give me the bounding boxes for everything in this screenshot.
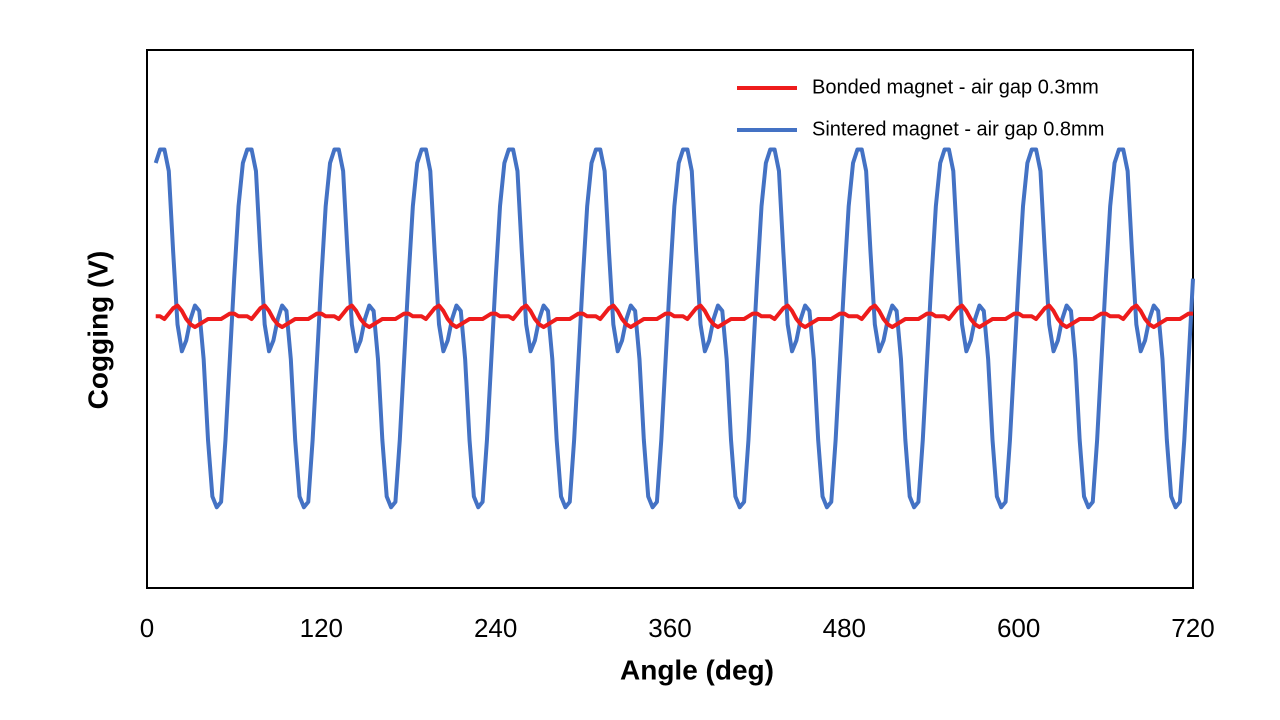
- x-tick-label: 0: [140, 613, 154, 643]
- x-tick-label: 360: [648, 613, 691, 643]
- legend-label: Bonded magnet - air gap 0.3mm: [812, 76, 1099, 98]
- x-tick-label: 720: [1171, 613, 1214, 643]
- x-tick-label: 120: [300, 613, 343, 643]
- x-tick-label: 240: [474, 613, 517, 643]
- legend-label: Sintered magnet - air gap 0.8mm: [812, 118, 1104, 140]
- x-tick-label: 600: [997, 613, 1040, 643]
- line-series: [153, 147, 1195, 510]
- y-axis-label: Cogging (V): [82, 251, 113, 410]
- line-series: [155, 303, 1193, 330]
- x-tick-label: 480: [823, 613, 866, 643]
- plot-frame: [146, 49, 1194, 589]
- x-axis-label: Angle (deg): [620, 654, 774, 685]
